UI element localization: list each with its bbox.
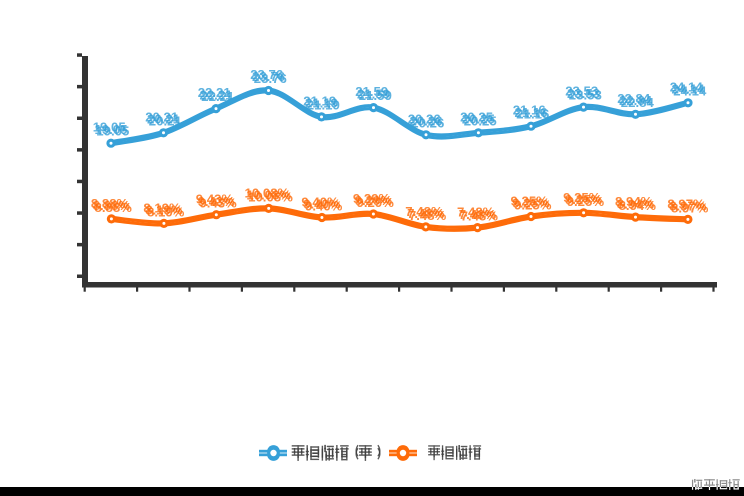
svg-text:9.25%: 9.25%: [565, 192, 603, 207]
svg-text:9.40%: 9.40%: [305, 199, 343, 214]
svg-text:19.05: 19.05: [94, 122, 127, 137]
svg-text:23.76: 23.76: [250, 67, 283, 82]
svg-text:8.94%: 8.94%: [619, 198, 657, 213]
svg-text:7.48%: 7.48%: [405, 204, 443, 219]
svg-text:19.05: 19.05: [96, 124, 129, 139]
svg-text:23.53: 23.53: [565, 84, 598, 99]
svg-text:23.53: 23.53: [569, 88, 602, 103]
svg-text:8.94%: 8.94%: [617, 196, 655, 211]
svg-text:7.48%: 7.48%: [459, 207, 497, 222]
svg-text:9.25%: 9.25%: [512, 196, 550, 211]
svg-text:21.59: 21.59: [355, 84, 388, 99]
svg-text:20.25: 20.25: [464, 113, 497, 128]
svg-text:8.88%: 8.88%: [91, 196, 129, 211]
svg-text:9.29%: 9.29%: [356, 195, 394, 210]
svg-text:9.43%: 9.43%: [199, 196, 237, 211]
svg-text:9.25%: 9.25%: [563, 190, 601, 205]
svg-text:7.48%: 7.48%: [461, 209, 499, 224]
svg-text:8.97%: 8.97%: [671, 200, 709, 215]
svg-text:19.05: 19.05: [93, 120, 126, 135]
svg-text:8.97%: 8.97%: [667, 196, 705, 211]
svg-text:22.84: 22.84: [617, 91, 651, 106]
svg-text:9.43%: 9.43%: [198, 194, 236, 209]
svg-text:8.94%: 8.94%: [615, 194, 653, 209]
svg-text:9.40%: 9.40%: [301, 195, 339, 210]
svg-text:10.08%: 10.08%: [248, 189, 293, 204]
svg-text:22.21: 22.21: [198, 85, 231, 100]
svg-text:21.16: 21.16: [516, 107, 549, 122]
svg-text:9.40%: 9.40%: [303, 197, 341, 212]
svg-text:9.25%: 9.25%: [514, 198, 552, 213]
svg-text:23.53: 23.53: [567, 86, 600, 101]
svg-text:8.97%: 8.97%: [669, 199, 707, 214]
svg-text:20.25: 20.25: [462, 112, 495, 127]
svg-text:9.29%: 9.29%: [353, 191, 391, 206]
svg-text:22.21: 22.21: [201, 89, 234, 104]
svg-text:21.19: 21.19: [305, 96, 338, 111]
svg-text:20.26: 20.26: [411, 115, 444, 130]
svg-text:21.16: 21.16: [514, 105, 547, 120]
svg-text:7.48%: 7.48%: [407, 206, 445, 221]
svg-text:24.14: 24.14: [673, 83, 707, 98]
svg-text:22.84: 22.84: [621, 95, 655, 110]
svg-text:10.08%: 10.08%: [245, 185, 290, 200]
svg-text:20.21: 20.21: [145, 109, 178, 124]
svg-text:7.48%: 7.48%: [457, 205, 495, 220]
svg-text:8.19%: 8.19%: [143, 200, 181, 215]
svg-text:21.19: 21.19: [307, 97, 340, 112]
svg-text:9.43%: 9.43%: [196, 192, 234, 207]
svg-text:9.25%: 9.25%: [567, 194, 605, 209]
svg-text:8.88%: 8.88%: [93, 198, 131, 213]
svg-text:20.21: 20.21: [147, 112, 180, 127]
svg-text:8.19%: 8.19%: [145, 203, 183, 218]
svg-text:9.25%: 9.25%: [510, 194, 548, 209]
svg-text:20.21: 20.21: [149, 113, 182, 128]
svg-text:24.14: 24.14: [671, 82, 705, 97]
svg-text:20.26: 20.26: [409, 114, 442, 129]
svg-text:20.25: 20.25: [460, 109, 493, 124]
svg-text:21.59: 21.59: [359, 88, 392, 103]
svg-text:9.29%: 9.29%: [355, 193, 393, 208]
svg-text:8.88%: 8.88%: [94, 200, 132, 215]
svg-text:24.14: 24.14: [670, 79, 704, 94]
svg-text:22.84: 22.84: [619, 93, 653, 108]
svg-text:8.19%: 8.19%: [147, 204, 185, 219]
svg-text:21.16: 21.16: [513, 103, 546, 118]
svg-text:23.76: 23.76: [252, 69, 285, 84]
svg-text:23.76: 23.76: [254, 71, 287, 86]
svg-text:7.48%: 7.48%: [409, 208, 447, 223]
svg-text:22.21: 22.21: [199, 87, 232, 102]
svg-text:21.19: 21.19: [303, 93, 336, 108]
svg-text:20.26: 20.26: [408, 111, 441, 126]
svg-text:21.59: 21.59: [357, 86, 390, 101]
svg-text:10.08%: 10.08%: [246, 188, 291, 203]
